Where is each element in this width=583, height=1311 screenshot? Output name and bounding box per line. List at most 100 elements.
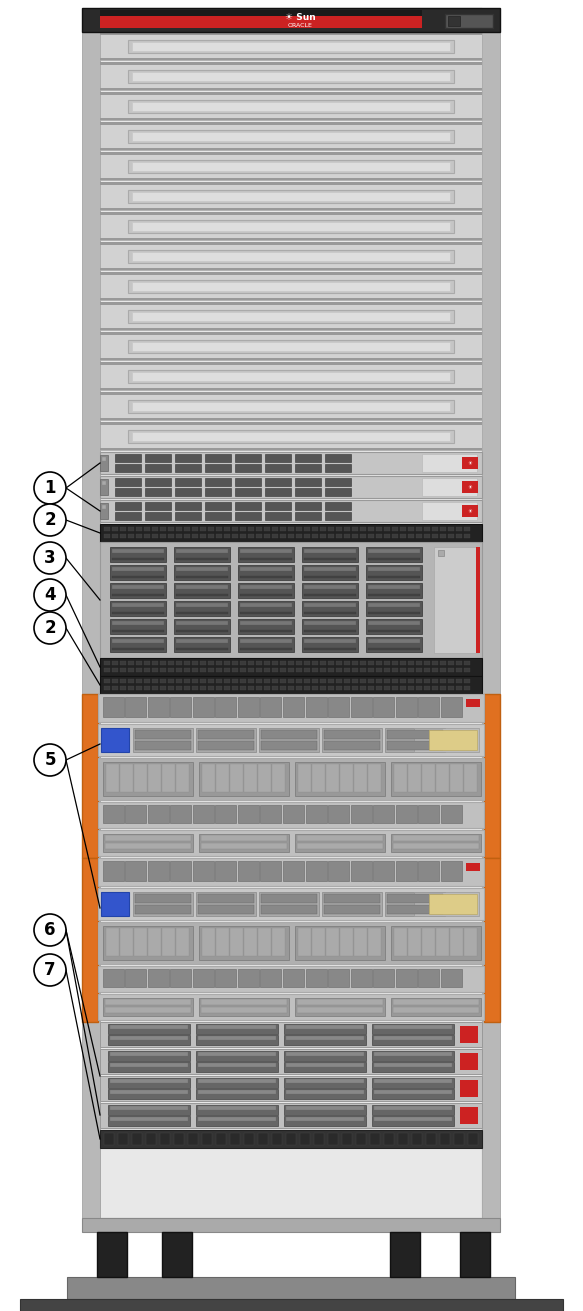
Bar <box>393 999 479 1006</box>
Bar <box>432 669 438 673</box>
Bar <box>174 600 230 616</box>
Bar <box>198 905 254 914</box>
Bar <box>304 638 356 642</box>
Bar <box>100 1049 482 1074</box>
Bar <box>300 1133 310 1145</box>
Bar <box>416 686 422 690</box>
Bar <box>297 1007 383 1013</box>
Bar <box>216 928 229 956</box>
Bar <box>128 160 454 173</box>
Bar <box>198 894 254 903</box>
Bar <box>392 534 398 538</box>
Bar <box>160 669 166 673</box>
Bar <box>424 661 430 665</box>
Bar <box>432 534 438 538</box>
Bar <box>198 741 254 750</box>
Bar <box>196 1034 278 1045</box>
Bar <box>98 994 484 1020</box>
Bar <box>368 603 420 607</box>
Bar <box>373 861 394 881</box>
Bar <box>368 612 420 614</box>
Bar <box>295 464 321 472</box>
Bar <box>288 686 294 690</box>
Bar <box>115 488 141 496</box>
Bar <box>235 454 261 461</box>
Bar <box>184 679 190 683</box>
Bar <box>368 534 374 538</box>
Bar <box>215 969 236 987</box>
Bar <box>106 764 119 792</box>
Bar <box>168 686 174 690</box>
Bar <box>304 549 356 553</box>
Bar <box>320 679 326 683</box>
Bar <box>160 527 166 531</box>
Bar <box>196 1105 278 1114</box>
Bar <box>400 686 406 690</box>
Bar <box>304 648 356 650</box>
Bar <box>104 686 110 690</box>
Bar <box>175 454 201 461</box>
Bar <box>450 928 463 956</box>
Bar <box>176 558 228 560</box>
Bar <box>429 730 477 750</box>
Bar <box>100 88 482 90</box>
Bar <box>20 1299 563 1311</box>
Bar <box>100 178 482 180</box>
Bar <box>280 679 286 683</box>
Bar <box>324 894 380 903</box>
Bar <box>208 534 214 538</box>
Bar <box>205 488 231 496</box>
Bar <box>422 502 477 520</box>
Bar <box>196 728 256 753</box>
Bar <box>320 534 326 538</box>
Bar <box>125 969 146 987</box>
Bar <box>368 576 420 578</box>
Bar <box>450 764 463 792</box>
Bar <box>200 679 206 683</box>
Bar <box>260 861 281 881</box>
Bar <box>440 686 446 690</box>
Bar <box>328 861 349 881</box>
Bar <box>193 861 214 881</box>
Bar <box>462 481 478 493</box>
Bar <box>414 891 479 916</box>
Bar <box>283 805 304 823</box>
Bar <box>188 1133 198 1145</box>
Bar <box>192 679 198 683</box>
Bar <box>265 513 291 520</box>
Bar <box>374 1117 452 1121</box>
Bar <box>162 928 175 956</box>
Bar <box>100 182 482 210</box>
Bar <box>100 152 482 180</box>
Bar <box>344 661 350 665</box>
Bar <box>354 928 367 956</box>
Bar <box>193 697 214 717</box>
Bar <box>170 697 191 717</box>
Bar <box>100 476 482 498</box>
Bar <box>366 583 422 598</box>
Bar <box>296 686 302 690</box>
Bar <box>98 966 484 992</box>
Bar <box>128 190 454 203</box>
Bar <box>108 1051 190 1061</box>
Bar <box>320 669 326 673</box>
Bar <box>416 527 422 531</box>
Circle shape <box>34 745 66 776</box>
Bar <box>352 661 358 665</box>
Bar <box>484 694 500 857</box>
Bar <box>216 1133 226 1145</box>
Bar <box>132 402 450 412</box>
Bar <box>418 805 439 823</box>
Bar <box>466 699 480 707</box>
Bar <box>100 212 482 240</box>
Bar <box>240 527 246 531</box>
Bar <box>240 669 246 673</box>
Bar <box>98 888 484 920</box>
Bar <box>240 638 292 642</box>
Bar <box>110 637 166 652</box>
Bar <box>422 764 435 792</box>
Bar <box>98 922 484 964</box>
Bar <box>372 1051 454 1061</box>
Bar <box>320 661 326 665</box>
Bar <box>456 679 462 683</box>
